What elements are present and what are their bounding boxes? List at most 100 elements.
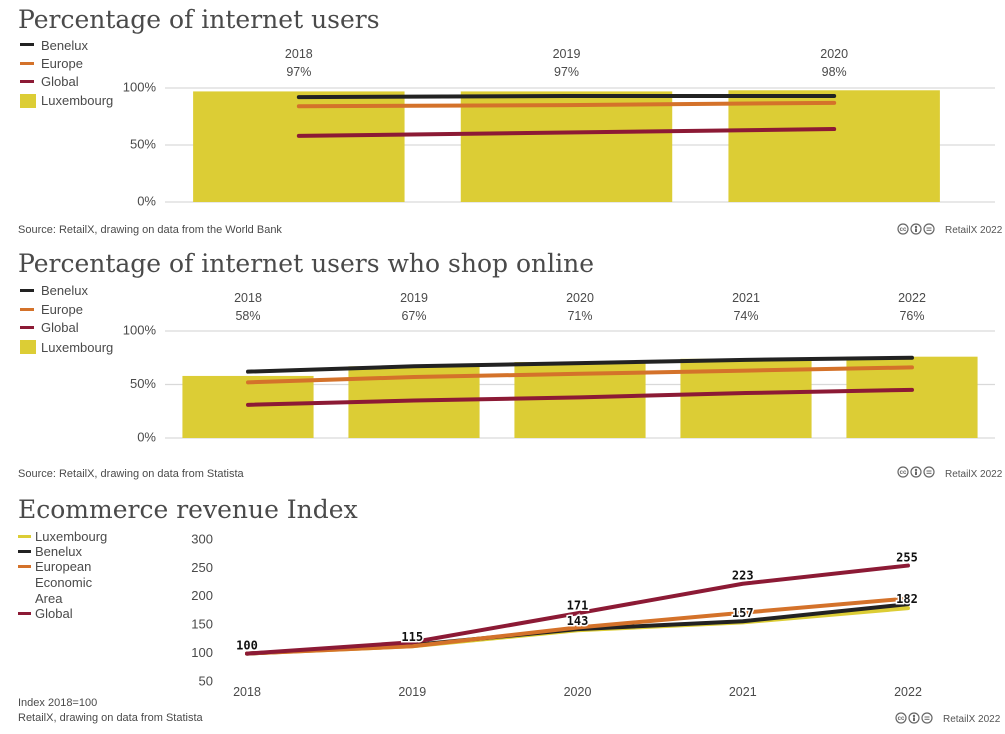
legend-swatch-europe [20,308,34,311]
svg-text:cc: cc [898,716,905,722]
legend-swatch-global [20,326,34,329]
legend-label-luxembourg: Luxembourg [35,529,107,544]
legend-swatch-luxembourg [20,94,36,108]
cc-license-icons: cc [895,712,933,724]
category-label-2018: 2018 [285,47,313,61]
y-tick-100: 100% [123,322,157,337]
legend-swatch-eea [18,565,31,568]
legend-swatch-benelux [20,43,34,46]
y-tick-100: 100 [191,645,213,660]
legend-swatch-benelux [20,289,34,292]
x-tick-2020: 2020 [564,685,592,699]
legend: Luxembourg Benelux European Economic Are… [18,529,107,621]
svg-text:cc: cc [900,470,907,476]
credit-label: RetailX 2022 [943,714,1001,725]
data-label: 171 [567,598,589,612]
data-label: 182 [896,592,918,606]
line-benelux [296,93,837,100]
legend-label-europe: Europe [41,302,83,317]
x-tick-2022: 2022 [894,685,922,699]
y-tick-200: 200 [191,588,213,603]
credit-label: RetailX 2022 [945,225,1003,236]
data-label: 100 [236,639,258,653]
x-tick-2021: 2021 [729,685,757,699]
legend-label-europe: Europe [41,56,83,71]
bar-label-2021: 74% [733,309,758,323]
legend-swatch-global [20,80,34,83]
legend-label-global: Global [41,320,79,335]
bar-label-2018: 97% [286,65,311,79]
bar-2018 [193,91,405,202]
category-label-2018: 2018 [234,291,262,305]
source-note: RetailX, drawing on data from Statista [18,712,204,724]
data-label: 157 [732,606,754,620]
data-label: 255 [896,551,918,565]
legend-swatch-europe [20,62,34,65]
legend-label-benelux: Benelux [35,544,82,559]
category-label-2020: 2020 [820,47,848,61]
legend-label-eea-line: European [35,559,91,574]
cc-license-icons: cc [897,223,935,235]
y-tick-50: 50 [199,673,213,688]
category-label-2019: 2019 [553,47,581,61]
chart-title: Percentage of internet users who shop on… [18,249,594,278]
bar-2020 [728,90,940,202]
data-label: 115 [401,630,423,644]
category-label-2022: 2022 [898,291,926,305]
x-tick-2018: 2018 [233,685,261,699]
bar-label-2018: 58% [235,309,260,323]
chart-online-shoppers: Percentage of internet users who shop on… [18,249,1003,480]
y-tick-100: 100% [123,79,157,94]
line-global [246,387,914,407]
chart-title: Percentage of internet users [18,5,380,34]
y-ticks: 50 100 150 200 250 300 [191,531,213,688]
bar-label-2019: 67% [401,309,426,323]
lines [246,355,914,407]
index-note: Index 2018=100 [18,697,97,709]
svg-text:cc: cc [900,227,907,233]
line-europe [296,100,837,109]
legend-label-eea-line: Economic [35,575,93,590]
bar-label-2019: 97% [554,65,579,79]
chart-title: Ecommerce revenue Index [18,495,358,524]
lines [296,93,837,138]
category-label-2019: 2019 [400,291,428,305]
line-global [296,127,837,138]
y-tick-250: 250 [191,560,213,575]
chart-ecommerce-index: Ecommerce revenue Index Luxembourg Benel… [18,495,1001,725]
credit-label: RetailX 2022 [945,469,1003,480]
legend-label-eea-line: Area [35,591,63,606]
legend-label-luxembourg: Luxembourg [41,93,113,108]
line-eea [245,596,910,656]
bar-2022 [846,356,978,438]
x-ticks: 2018 2019 2020 2021 2022 [233,685,922,699]
category-label-2021: 2021 [732,291,760,305]
y-tick-0: 0% [137,429,156,444]
legend-swatch-luxembourg [18,535,31,538]
bars [193,90,940,202]
bar-label-2020: 71% [567,309,592,323]
category-labels: 2018 2019 2020 [285,47,848,61]
data-label: 143 [567,614,589,628]
lines [245,563,910,656]
legend: Benelux Europe Global Luxembourg [20,283,113,355]
legend-label-global: Global [35,606,73,621]
x-tick-2019: 2019 [398,685,426,699]
bar-label-2020: 98% [822,65,847,79]
bar-2018 [182,375,314,438]
legend-label-eea: European Economic Area [35,559,96,606]
y-tick-150: 150 [191,617,213,632]
bar-value-labels: 97% 97% 98% [286,65,846,79]
legend-label-luxembourg: Luxembourg [41,340,113,355]
source-note: Source: RetailX, drawing on data from th… [18,224,282,236]
legend-label-global: Global [41,74,79,89]
y-tick-50: 50% [130,136,156,151]
legend: Benelux Europe Global Luxembourg [20,38,113,108]
category-label-2020: 2020 [566,291,594,305]
bar-value-labels: 58% 67% 71% 74% 76% [235,309,924,323]
legend-label-benelux: Benelux [41,38,88,53]
legend-label-benelux: Benelux [41,283,88,298]
data-label: 223 [732,569,754,583]
line-europe [246,365,914,385]
